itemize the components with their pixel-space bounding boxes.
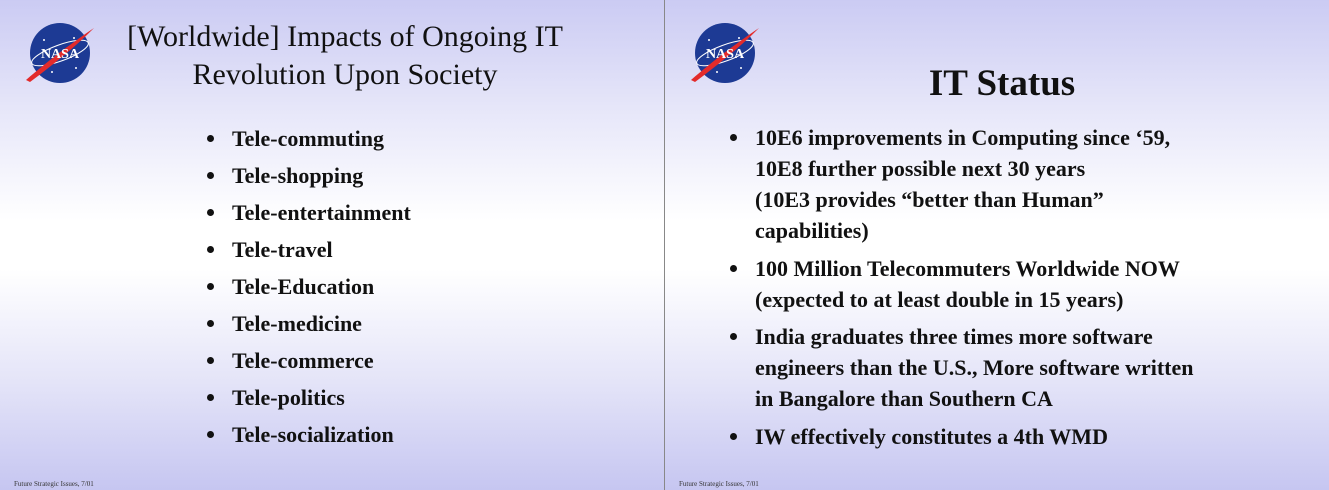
bullet-item: Tele-medicine	[205, 305, 411, 342]
bullet-line: Tele-Education	[232, 274, 375, 299]
footer: Future Strategic Issues, 7/01	[679, 480, 759, 488]
bullet-item: Tele-socialization	[205, 416, 411, 453]
nasa-logo: NASA	[691, 23, 759, 83]
bullet-line: Tele-socialization	[232, 422, 394, 447]
bullet-line: in Bangalore than Southern CA	[755, 386, 1053, 411]
bullet-item: Tele-commerce	[205, 342, 411, 379]
slide: NASA IT Status 10E6 improvements in Comput…	[665, 0, 1329, 490]
bullet-item: Tele-politics	[205, 379, 411, 416]
title-line: [Worldwide] Impacts of Ongoing IT	[127, 20, 563, 53]
bullet-item: IW effectively constitutes a 4th WMD	[728, 421, 1194, 452]
bullet-item: Tele-Education	[205, 268, 411, 305]
bullet-item: 10E6 improvements in Computing since ‘59…	[728, 122, 1194, 246]
bullet-list: Tele-commuting Tele-shopping Tele-entertai…	[205, 120, 411, 453]
title-line: Revolution Upon Society	[192, 58, 498, 91]
nasa-logo: NASA	[26, 23, 94, 83]
bullet-line: engineers than the U.S., More software w…	[755, 355, 1194, 380]
bullet-line: (10E3 provides “better than Human”	[755, 187, 1104, 212]
bullet-line: 100 Million Telecommuters Worldwide NOW	[755, 255, 1180, 281]
slide: NASA [Worldwide] Impacts of Ongoing IT Rev…	[0, 0, 664, 490]
bullet-item: Tele-travel	[205, 231, 411, 268]
slide-title: IT Status	[665, 62, 1329, 105]
bullet-line: Tele-shopping	[232, 163, 364, 188]
title-line: IT Status	[928, 63, 1076, 104]
logo-text: NASA	[41, 47, 80, 62]
bullet-line: Tele-medicine	[232, 311, 362, 336]
bullet-line: capabilities)	[755, 218, 869, 243]
bullet-line: 10E6 improvements in Computing since ‘59…	[755, 125, 1171, 150]
slide-title: [Worldwide] Impacts of Ongoing IT Revolut…	[90, 18, 600, 94]
bullet-line: Tele-commuting	[232, 126, 384, 151]
bullet-item: Tele-entertainment	[205, 194, 411, 231]
bullet-line: India graduates three times more softwar…	[755, 324, 1153, 349]
bullet-item: Tele-shopping	[205, 157, 411, 194]
bullet-line: 10E8 further possible next 30 years	[755, 156, 1086, 181]
bullet-line: (expected to at least double in 15 years…	[755, 286, 1124, 312]
bullet-line: Tele-commerce	[232, 348, 374, 373]
footer: Future Strategic Issues, 7/01	[14, 480, 94, 488]
bullet-list: 10E6 improvements in Computing since ‘59…	[728, 122, 1194, 458]
bullet-item: Tele-commuting	[205, 120, 411, 157]
bullet-item: 100 Million Telecommuters Worldwide NOW (…	[728, 253, 1194, 315]
bullet-item: India graduates three times more softwar…	[728, 321, 1194, 414]
bullet-line: Tele-entertainment	[232, 200, 411, 225]
bullet-line: IW effectively constitutes a 4th WMD	[755, 423, 1108, 449]
bullet-line: Tele-travel	[232, 237, 333, 262]
bullet-line: Tele-politics	[232, 385, 345, 410]
logo-text: NASA	[706, 47, 745, 62]
